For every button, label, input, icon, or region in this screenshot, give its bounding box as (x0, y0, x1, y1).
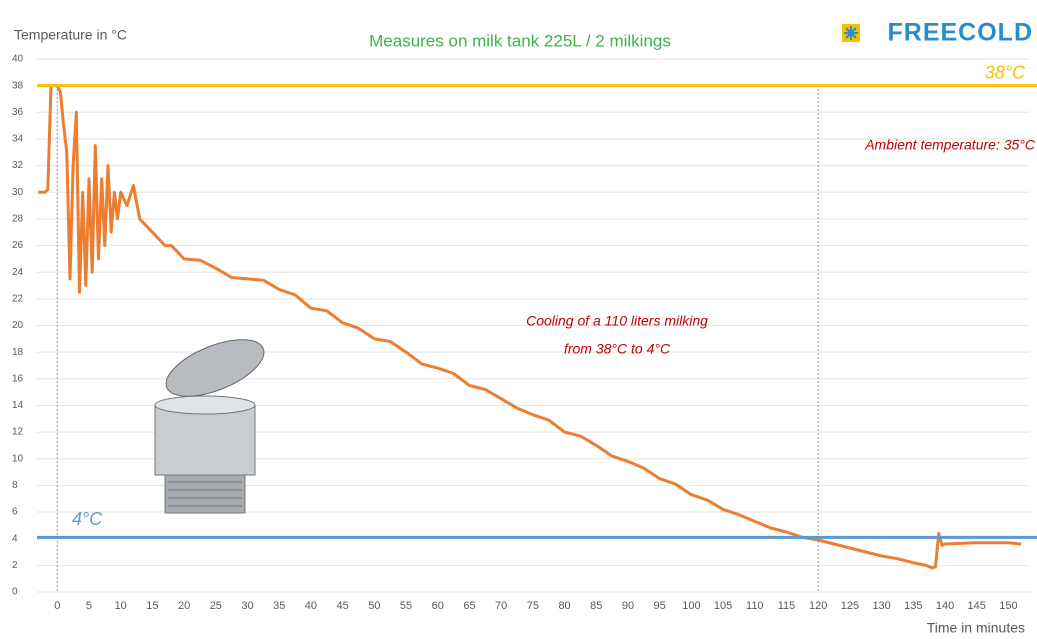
x-tick-label: 70 (495, 600, 507, 612)
x-tick-label: 125 (841, 600, 859, 612)
x-tick-label: 0 (54, 600, 60, 612)
logo-snowflake (844, 26, 858, 40)
y-tick-label: 24 (12, 267, 24, 278)
logo-text: FREECOLD (888, 19, 1034, 47)
x-tick-label: 30 (241, 600, 253, 612)
tank-top (155, 396, 255, 414)
x-tick-label: 150 (999, 600, 1017, 612)
y-tick-label: 20 (12, 320, 24, 331)
y-tick-label: 30 (12, 187, 24, 198)
y-tick-label: 14 (12, 400, 24, 411)
x-tick-label: 50 (368, 600, 380, 612)
x-tick-label: 120 (809, 600, 827, 612)
x-tick-label: 140 (936, 600, 954, 612)
annotation: from 38°C to 4°C (564, 341, 671, 357)
x-tick-label: 85 (590, 600, 602, 612)
y-tick-label: 32 (12, 160, 24, 171)
x-tick-label: 110 (746, 600, 764, 612)
y-tick-label: 16 (12, 373, 24, 384)
y-tick-label: 12 (12, 427, 24, 438)
x-tick-label: 20 (178, 600, 190, 612)
x-axis-label: Time in minutes (927, 620, 1025, 636)
x-tick-label: 45 (337, 600, 349, 612)
y-tick-label: 34 (12, 134, 24, 145)
y-tick-label: 26 (12, 240, 24, 251)
x-tick-label: 25 (210, 600, 222, 612)
y-tick-label: 2 (12, 560, 18, 571)
x-tick-label: 75 (527, 600, 539, 612)
y-tick-label: 38 (12, 80, 24, 91)
x-tick-label: 145 (968, 600, 986, 612)
reference-label: 38°C (985, 62, 1026, 82)
tank-body (155, 405, 255, 475)
annotation: Ambient temperature: 35°C (864, 137, 1036, 153)
x-tick-label: 105 (714, 600, 732, 612)
x-tick-label: 80 (558, 600, 570, 612)
x-tick-label: 35 (273, 600, 285, 612)
y-tick-label: 40 (12, 54, 24, 65)
x-tick-label: 5 (86, 600, 92, 612)
y-tick-label: 8 (12, 480, 18, 491)
x-tick-label: 55 (400, 600, 412, 612)
x-tick-label: 10 (115, 600, 127, 612)
x-tick-label: 95 (654, 600, 666, 612)
chart-title: Measures on milk tank 225L / 2 milkings (369, 31, 671, 50)
x-tick-label: 135 (904, 600, 922, 612)
y-tick-label: 28 (12, 214, 24, 225)
x-tick-label: 40 (305, 600, 317, 612)
tank-base (165, 475, 245, 513)
y-tick-label: 6 (12, 507, 18, 518)
x-tick-label: 115 (778, 600, 796, 612)
x-tick-label: 15 (146, 600, 158, 612)
logo: FREECOLD (842, 19, 1033, 47)
x-tick-label: 100 (682, 600, 700, 612)
y-tick-label: 4 (12, 533, 18, 544)
annotation: Cooling of a 110 liters milking (526, 313, 708, 329)
y-tick-label: 22 (12, 293, 24, 304)
x-tick-label: 65 (463, 600, 475, 612)
y-tick-label: 10 (12, 453, 24, 464)
y-axis-label: Temperature in °C (14, 27, 127, 43)
y-tick-label: 0 (12, 587, 18, 598)
x-tick-label: 90 (622, 600, 634, 612)
reference-label: 4°C (72, 509, 103, 529)
x-tick-label: 130 (872, 600, 890, 612)
y-tick-label: 36 (12, 107, 24, 118)
y-tick-label: 18 (12, 347, 24, 358)
chart: Temperature in °C Measures on milk tank … (0, 0, 1037, 639)
x-tick-label: 60 (432, 600, 444, 612)
